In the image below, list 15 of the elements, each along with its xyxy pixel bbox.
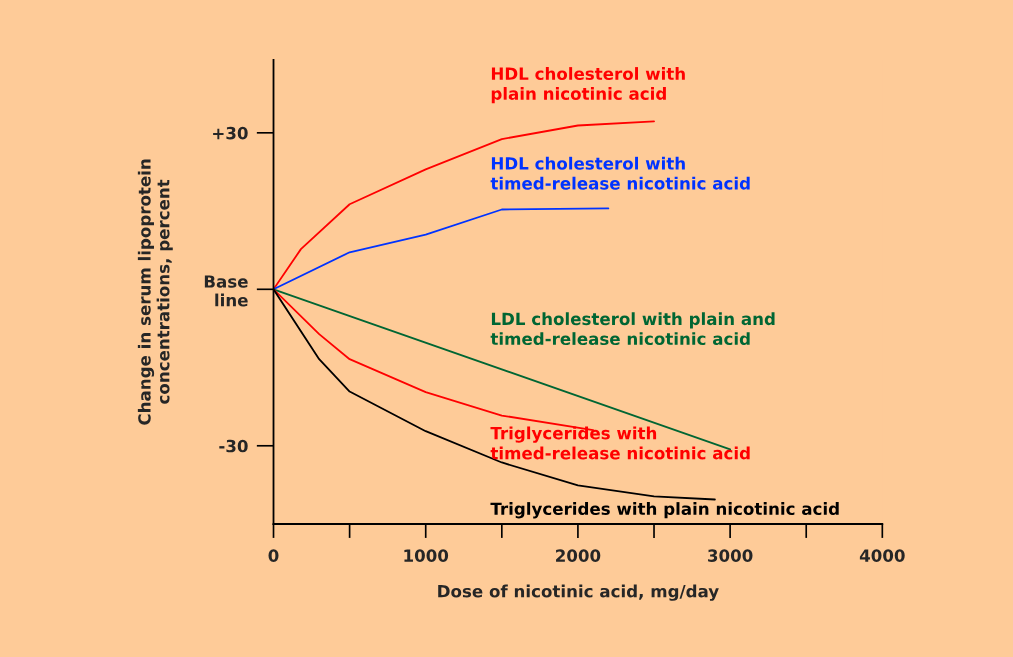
y-axis-title: Change in serum lipoprotein concentrations, percent — [137, 159, 173, 425]
series-label: HDL cholesterol with timed-release nicotinic acid — [490, 156, 750, 190]
x-tick-label: 1000 — [404, 549, 449, 562]
y-tick-label: Base line — [204, 275, 248, 307]
x-tick-label: 4000 — [859, 549, 905, 562]
y-tick-label: -30 — [219, 439, 248, 453]
x-tick-label: 2000 — [556, 549, 601, 562]
series-label: Triglycerides with plain nicotinic acid — [490, 502, 839, 519]
series-label: LDL cholesterol with plain and timed-release nicotinic acid — [490, 312, 775, 346]
series-label: Triglycerides with timed-release nicotinic acid — [490, 426, 750, 460]
y-tick-label: +30 — [213, 126, 248, 140]
text: HDL cholesterol with plain nicotinic acid — [491, 67, 685, 104]
x-axis-title: Dose of nicotinic acid, mg/day — [438, 584, 719, 601]
x-tick-label: 0 — [268, 549, 279, 562]
x-tick-label: 3000 — [708, 549, 753, 562]
